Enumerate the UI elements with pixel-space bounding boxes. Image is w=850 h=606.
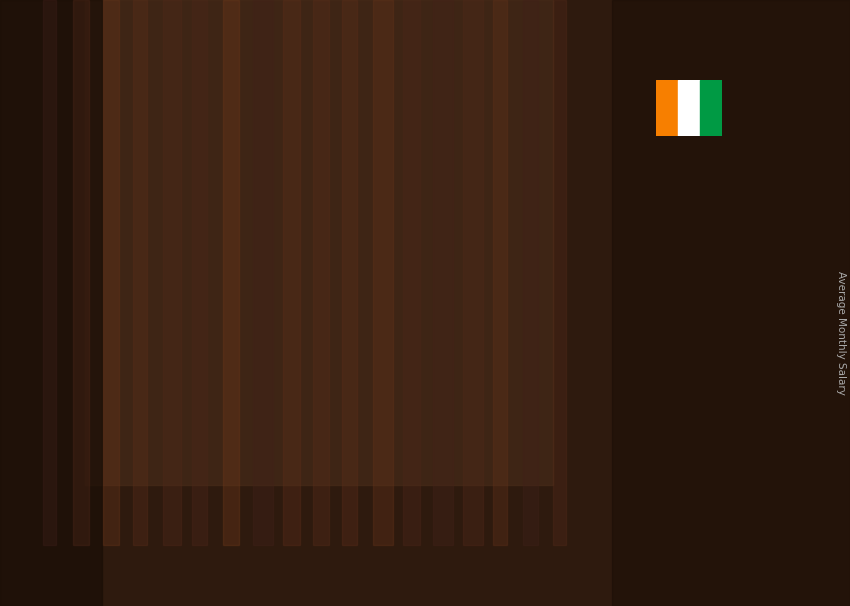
Bar <box>72 0 88 545</box>
Text: 1,220,000 XOF: 1,220,000 XOF <box>625 159 734 172</box>
Bar <box>700 80 722 136</box>
Bar <box>133 0 150 545</box>
Text: Bachelor's
Degree: Bachelor's Degree <box>123 533 212 565</box>
Polygon shape <box>105 322 230 326</box>
Bar <box>282 0 303 545</box>
Bar <box>252 0 268 545</box>
Text: explorer: explorer <box>581 37 652 52</box>
Polygon shape <box>354 278 479 282</box>
Polygon shape <box>709 182 728 486</box>
Text: PhD: PhD <box>649 533 683 547</box>
Bar <box>372 0 390 545</box>
Text: +28%: +28% <box>238 219 328 247</box>
Bar <box>492 0 508 545</box>
Text: +48%: +48% <box>487 107 577 136</box>
Text: .com: .com <box>654 37 695 52</box>
Bar <box>678 80 700 136</box>
Text: 828,000 XOF: 828,000 XOF <box>341 256 436 268</box>
Text: Master's
Degree: Master's Degree <box>380 533 454 565</box>
Bar <box>552 0 569 545</box>
Bar <box>103 0 120 545</box>
Polygon shape <box>211 322 230 486</box>
Bar <box>223 0 236 545</box>
Text: Litigation Attorney: Litigation Attorney <box>49 102 217 120</box>
Polygon shape <box>604 182 728 185</box>
Polygon shape <box>354 282 460 486</box>
Text: 648,000 XOF: 648,000 XOF <box>88 300 184 313</box>
Bar <box>523 0 537 545</box>
Bar <box>433 0 442 545</box>
Polygon shape <box>105 326 211 486</box>
Bar <box>192 0 203 545</box>
Bar <box>42 0 57 545</box>
Bar <box>462 0 472 545</box>
Text: Cote Divoire: Cote Divoire <box>49 139 174 156</box>
Bar <box>656 80 678 136</box>
Bar <box>343 0 354 545</box>
Text: Average Monthly Salary: Average Monthly Salary <box>836 271 846 395</box>
Bar <box>313 0 332 545</box>
Bar <box>162 0 178 545</box>
Bar <box>0 0 102 606</box>
Text: salary: salary <box>522 37 575 52</box>
Bar <box>85 0 552 485</box>
Bar <box>403 0 416 545</box>
Polygon shape <box>604 185 709 486</box>
Bar <box>612 0 850 606</box>
Polygon shape <box>460 278 479 486</box>
Text: Salary Comparison By Education: Salary Comparison By Education <box>85 24 618 52</box>
